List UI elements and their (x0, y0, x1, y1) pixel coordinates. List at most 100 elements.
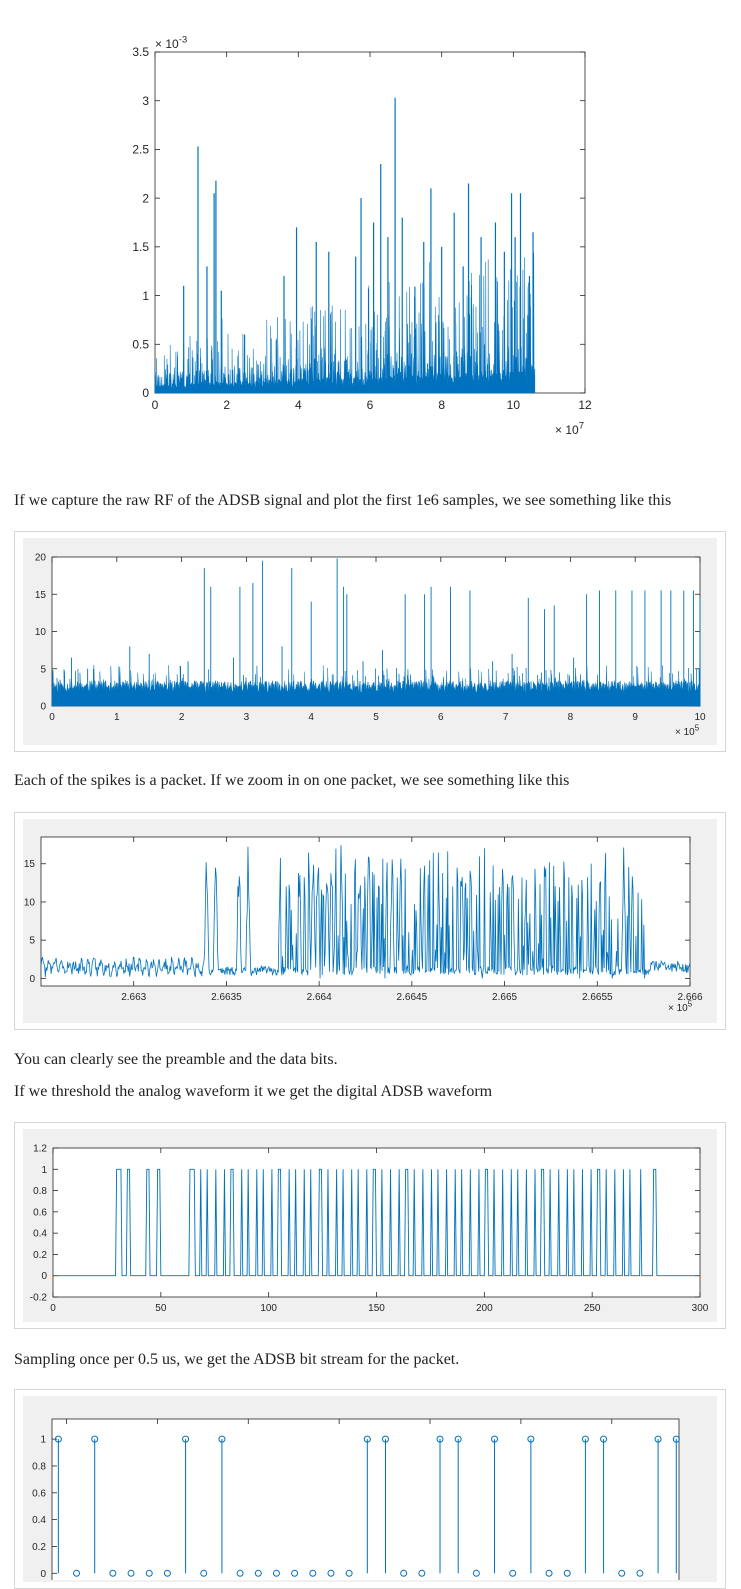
y-tick-label: 0 (40, 1569, 46, 1580)
packet-zoom-chart: 2.663 2.6635 2.664 2.6645 2.665 2.6655 2.666 0 5… (24, 836, 703, 1015)
y-tick-label: 0 (40, 702, 46, 713)
y-tick-label: 10 (24, 897, 36, 908)
x-tick-label: 2 (179, 712, 185, 723)
stem-marker (73, 1569, 81, 1577)
x-tick-label: 12 (578, 398, 592, 412)
stem-marker (527, 1435, 535, 1443)
x-tick-label: 2.666 (677, 992, 702, 1003)
stem-marker (400, 1569, 408, 1577)
y-tick-label: 1 (40, 1435, 46, 1446)
x-tick-label: 0 (152, 398, 159, 412)
stem-marker (54, 1435, 62, 1443)
stem-marker (163, 1569, 171, 1577)
x-tick-label: 6 (367, 398, 374, 412)
stem-marker (91, 1435, 99, 1443)
x-tick-label: 2.665 (492, 992, 517, 1003)
x-tick-label: 9 (632, 712, 638, 723)
y-exponent-label-power: -3 (179, 35, 188, 46)
stem-marker (654, 1435, 662, 1443)
stem-marker (254, 1569, 262, 1577)
stem-marker (545, 1569, 553, 1577)
paragraph-4: If we threshold the analog waveform it w… (14, 1083, 493, 1100)
stem-marker (109, 1569, 117, 1577)
overview-chart: 0 2 4 6 8 10 12 0 0.5 1 1.5 2 2.5 3 3.5 × 10-3 × 107 (132, 35, 592, 437)
stem-marker (381, 1435, 389, 1443)
stem-marker (636, 1569, 644, 1577)
x-exponent-label: × 105 (668, 1000, 693, 1015)
x-tick-label: 6 (438, 712, 444, 723)
y-tick-label: 0.8 (33, 1186, 47, 1197)
x-tick-label: 0 (49, 712, 55, 723)
y-tick-label: 1.2 (33, 1144, 47, 1155)
y-tick-label: 0.8 (32, 1461, 46, 1472)
y-exponent-label: × 10-3 (155, 35, 187, 51)
x-tick-label: 10 (507, 398, 521, 412)
stem-marker (509, 1569, 517, 1577)
stem-marker (600, 1435, 608, 1443)
stem-marker (345, 1569, 353, 1577)
y-tick-label: 0 (41, 1271, 47, 1282)
y-tick-label: 15 (35, 590, 47, 601)
x-tick-label: 2 (223, 398, 230, 412)
stem-marker (145, 1569, 153, 1577)
x-tick-label: 200 (476, 1303, 493, 1314)
series-line (40, 845, 691, 979)
stem-marker (472, 1569, 480, 1577)
y-tick-label: 20 (35, 553, 47, 564)
stem-marker (236, 1569, 244, 1577)
x-tick-label: 300 (692, 1303, 709, 1314)
x-exponent-label: × 107 (555, 421, 584, 437)
x-tick-label: 150 (368, 1303, 385, 1314)
y-tick-label: 5 (29, 936, 35, 947)
x-tick-label: 5 (373, 712, 379, 723)
bit-stream-chart: 0 0.2 0.4 0.6 0.8 1 (32, 1418, 680, 1580)
stem-marker (218, 1435, 226, 1443)
y-tick-label: 2 (142, 191, 149, 205)
stem-marker (291, 1569, 299, 1577)
y-tick-label: 0.6 (33, 1207, 47, 1218)
x-tick-label: 100 (260, 1303, 277, 1314)
y-tick-label: 1.5 (132, 240, 149, 254)
y-tick-label: 2.5 (132, 143, 149, 157)
y-tick-label: 0.5 (132, 337, 149, 351)
y-tick-label: 1 (41, 1165, 47, 1176)
paragraph-3: You can clearly see the preamble and the… (14, 1051, 338, 1068)
stem-marker (618, 1569, 626, 1577)
stem-marker (363, 1435, 371, 1443)
x-exponent-label-power: 7 (579, 421, 584, 432)
x-tick-label: 8 (438, 398, 445, 412)
y-tick-label: 3.5 (132, 45, 149, 59)
x-tick-label: 2.664 (307, 992, 332, 1003)
series-area (154, 252, 536, 394)
stem-marker (436, 1435, 444, 1443)
x-tick-label: 8 (568, 712, 574, 723)
y-tick-label: 1 (142, 289, 149, 303)
y-tick-label: 0.2 (32, 1542, 46, 1553)
x-tick-label: 50 (155, 1303, 167, 1314)
series-line (52, 1168, 701, 1277)
y-tick-label: 0 (142, 386, 149, 400)
stem-marker (454, 1435, 462, 1443)
stem-marker (182, 1435, 190, 1443)
x-tick-label: 3 (244, 712, 250, 723)
stem-marker (491, 1435, 499, 1443)
stem-marker (581, 1435, 589, 1443)
x-tick-label: 250 (584, 1303, 601, 1314)
x-tick-label: 2.663 (121, 992, 146, 1003)
x-tick-label: 7 (503, 712, 509, 723)
x-tick-label: 4 (308, 712, 314, 723)
y-tick-label: 5 (40, 664, 46, 675)
x-tick-label: 2.6645 (397, 992, 428, 1003)
x-tick-label: 2.6635 (211, 992, 242, 1003)
x-exponent-label: × 105 (675, 724, 700, 739)
x-tick-label: 0 (50, 1303, 56, 1314)
paragraph-1: If we capture the raw RF of the ADSB sig… (14, 492, 672, 509)
x-tick-label: 10 (694, 712, 706, 723)
y-tick-label: -0.2 (30, 1293, 48, 1304)
y-tick-label: 15 (24, 859, 36, 870)
y-tick-label: 0.2 (33, 1250, 47, 1261)
x-tick-label: 4 (295, 398, 302, 412)
y-tick-label: 0 (29, 974, 35, 985)
axes-box (154, 51, 586, 394)
